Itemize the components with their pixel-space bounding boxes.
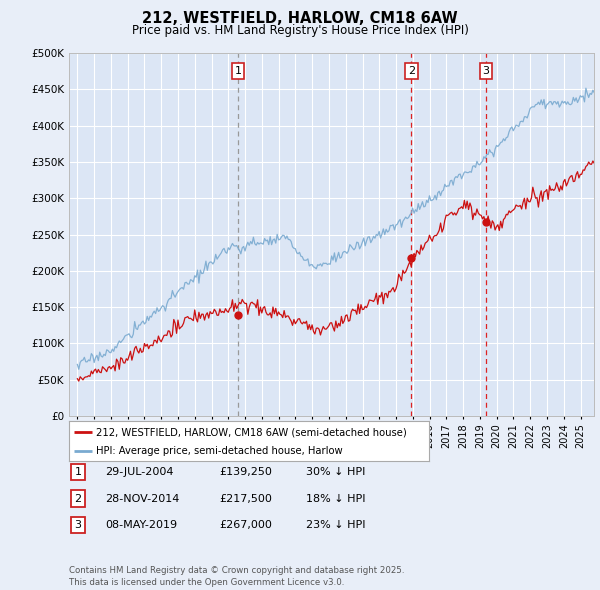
Text: 212, WESTFIELD, HARLOW, CM18 6AW (semi-detached house): 212, WESTFIELD, HARLOW, CM18 6AW (semi-d… (96, 427, 407, 437)
Text: £217,500: £217,500 (219, 494, 272, 503)
Text: £267,000: £267,000 (219, 520, 272, 530)
Text: 3: 3 (482, 66, 490, 76)
Point (407, 253, 416, 263)
Text: 30% ↓ HPI: 30% ↓ HPI (306, 467, 365, 477)
Text: 3: 3 (74, 520, 82, 530)
Text: 18% ↓ HPI: 18% ↓ HPI (306, 494, 365, 503)
Text: 212, WESTFIELD, HARLOW, CM18 6AW: 212, WESTFIELD, HARLOW, CM18 6AW (142, 11, 458, 25)
Point (233, 310, 243, 320)
Text: 28-NOV-2014: 28-NOV-2014 (105, 494, 179, 503)
Text: Contains HM Land Registry data © Crown copyright and database right 2025.
This d: Contains HM Land Registry data © Crown c… (69, 566, 404, 587)
Text: 08-MAY-2019: 08-MAY-2019 (105, 520, 177, 530)
Text: 29-JUL-2004: 29-JUL-2004 (105, 467, 173, 477)
Text: 2: 2 (408, 66, 415, 76)
Text: 1: 1 (74, 467, 82, 477)
Text: 2: 2 (74, 494, 82, 503)
Text: 23% ↓ HPI: 23% ↓ HPI (306, 520, 365, 530)
Text: HPI: Average price, semi-detached house, Harlow: HPI: Average price, semi-detached house,… (96, 445, 343, 455)
Text: 1: 1 (235, 66, 241, 76)
Point (481, 218, 491, 227)
Text: Price paid vs. HM Land Registry's House Price Index (HPI): Price paid vs. HM Land Registry's House … (131, 24, 469, 37)
Text: £139,250: £139,250 (219, 467, 272, 477)
